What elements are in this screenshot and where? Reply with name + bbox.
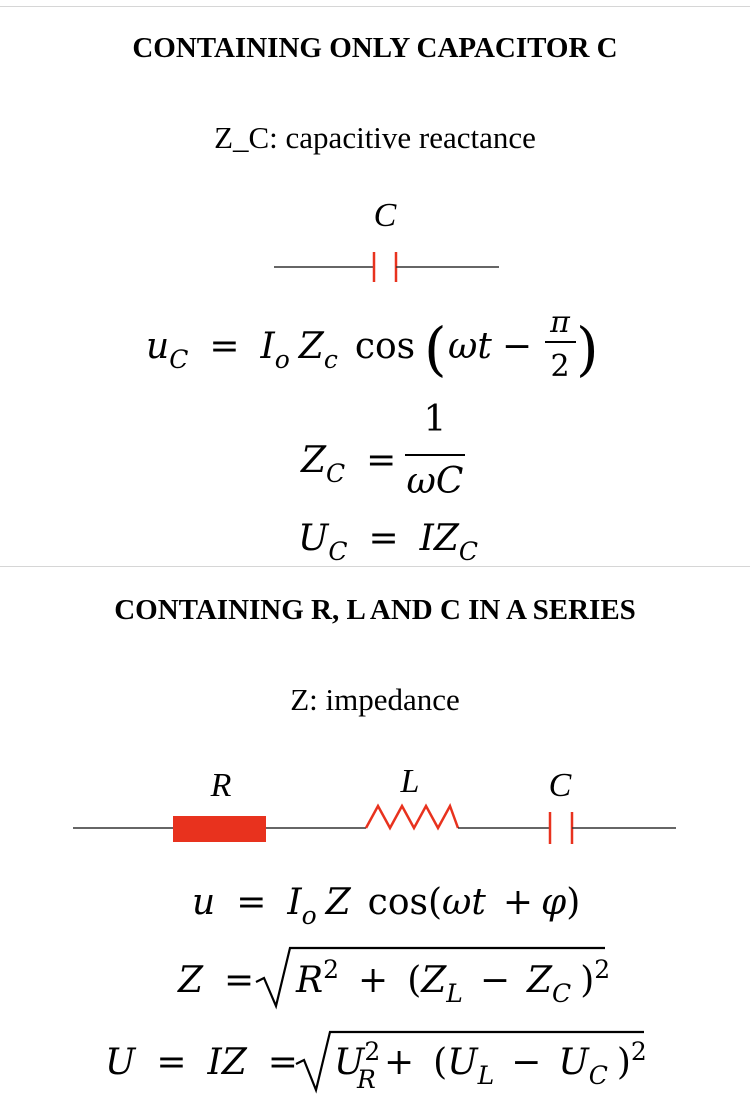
formula-z: Z = R2 + (ZL − ZC )2 (177, 946, 610, 1010)
svg-text:R: R (356, 1065, 376, 1094)
top-divider (0, 6, 750, 7)
section2-subtitle: Z: impedance (290, 682, 460, 717)
section-divider (0, 566, 750, 567)
svg-text:U2: U2 (334, 1037, 380, 1083)
rlc-circuit-diagram: R L C (73, 763, 676, 844)
capacitor-label: C (374, 197, 397, 234)
svg-text:): ) (576, 315, 599, 383)
svg-text:ZC =: ZC = (300, 440, 396, 490)
capacitor-label: C (549, 767, 572, 804)
svg-text:UC = IZC: UC = IZC (298, 518, 478, 568)
section2-heading: CONTAINING R, L AND C IN A SERIES (114, 594, 636, 626)
inductor-symbol (364, 802, 460, 831)
resistor-symbol (173, 816, 266, 842)
svg-text:uC = Io Zc cos: uC = Io Zc cos (146, 326, 415, 376)
svg-text:ωt−: ωt − (448, 326, 532, 367)
svg-text:Z =: Z = (177, 960, 254, 1001)
formula-zc: ZC = 1 ωC (300, 399, 465, 502)
formula-uc: uC = Io Zc cos ( ωt − π 2 ) (146, 305, 599, 384)
inductor-label: L (400, 763, 420, 800)
svg-text:u = Io Z cos(ω: u = Io Z cos(ωt + φ) (192, 882, 580, 932)
capacitor-circuit-diagram: C (274, 197, 499, 282)
svg-text:1: 1 (424, 399, 447, 440)
svg-text:+ (UL − UC )2: + (UL − UC )2 (384, 1037, 647, 1092)
svg-text:2: 2 (550, 349, 569, 384)
formula-uc-rms-text: UC = IZC (298, 518, 478, 568)
section1-subtitle: Z_C: capacitive reactance (214, 120, 536, 155)
resistor-label: R (210, 767, 232, 804)
formula-u-rms: U = IZ = U2 R + (UL − UC )2 (105, 1030, 647, 1094)
svg-text:ωC: ωC (407, 461, 464, 502)
formula-u: u = Io Z cos(ωt + φ) (192, 882, 580, 932)
svg-text:U = IZ =: U = IZ = (105, 1042, 298, 1083)
svg-text:R2 + (ZL − ZC: R2 + (ZL − ZC )2 (295, 946, 610, 1010)
svg-text:(: ( (424, 315, 447, 383)
svg-text:π: π (549, 305, 571, 340)
section1-heading: CONTAINING ONLY CAPACITOR C (132, 32, 618, 64)
